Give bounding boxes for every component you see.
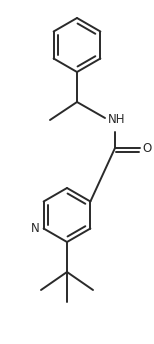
Text: O: O [142, 141, 151, 154]
Text: N: N [31, 222, 40, 235]
Text: NH: NH [108, 112, 126, 126]
